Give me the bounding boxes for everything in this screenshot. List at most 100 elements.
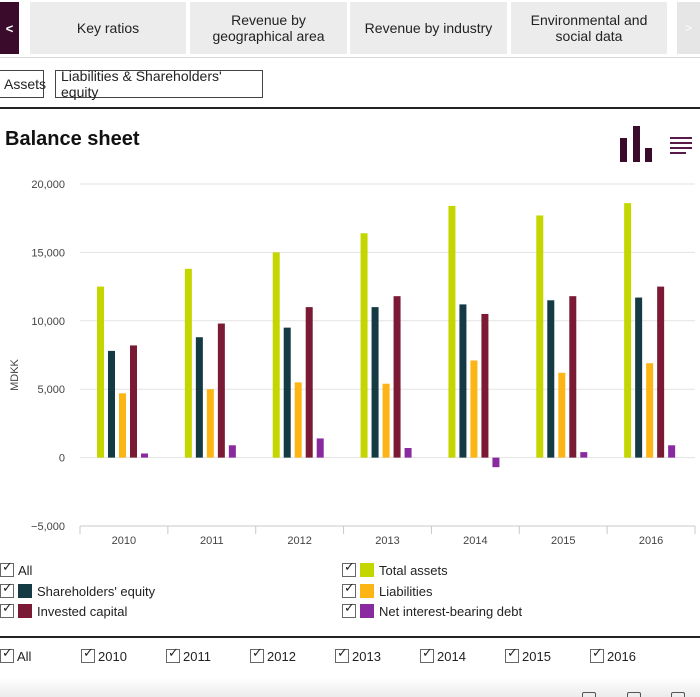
year-filter-all[interactable]: All bbox=[0, 646, 31, 666]
bar[interactable] bbox=[657, 286, 665, 458]
year-filter-item[interactable]: 2011 bbox=[166, 646, 211, 666]
bar[interactable] bbox=[217, 323, 225, 458]
tab-revenue-geographical[interactable]: Revenue by geographical area bbox=[190, 2, 347, 54]
window-icon bbox=[671, 692, 685, 697]
bar[interactable] bbox=[206, 389, 214, 458]
legend-checkbox[interactable] bbox=[0, 581, 14, 598]
year-checkbox[interactable] bbox=[335, 646, 349, 663]
legend-checkbox[interactable] bbox=[342, 560, 356, 577]
x-tick-label: 2014 bbox=[463, 535, 487, 547]
subtab-liabilities-equity[interactable]: Liabilities & Shareholders' equity bbox=[55, 68, 263, 100]
y-tick-label: 15,000 bbox=[31, 247, 65, 259]
y-axis-label: MDKK bbox=[9, 358, 21, 390]
year-checkbox[interactable] bbox=[81, 646, 95, 663]
year-filter-item[interactable]: 2014 bbox=[420, 646, 466, 666]
legend-item[interactable]: Shareholders' equity bbox=[0, 581, 155, 601]
window-icon bbox=[627, 692, 641, 697]
y-tick-label: 5,000 bbox=[37, 384, 65, 396]
bar[interactable] bbox=[481, 313, 489, 458]
legend-checkbox[interactable] bbox=[342, 581, 356, 598]
legend-item[interactable]: Liabilities bbox=[342, 581, 432, 601]
next-tab-button[interactable]: > bbox=[677, 2, 700, 54]
window-icon bbox=[582, 692, 596, 697]
legend-item[interactable]: Invested capital bbox=[0, 601, 127, 621]
x-tick-label: 2016 bbox=[639, 535, 663, 547]
legend-swatch bbox=[18, 584, 32, 598]
tab-environmental-social[interactable]: Environmental and social data bbox=[511, 2, 667, 54]
hamburger-menu-icon[interactable] bbox=[670, 137, 692, 154]
x-tick-label: 2012 bbox=[287, 535, 311, 547]
bar[interactable] bbox=[448, 205, 456, 458]
legend-label: Total assets bbox=[379, 562, 448, 578]
legend-all[interactable]: All bbox=[0, 560, 32, 580]
tab-key-ratios[interactable]: Key ratios bbox=[30, 2, 186, 54]
legend-all-checkbox[interactable] bbox=[0, 560, 14, 577]
bar[interactable] bbox=[470, 360, 478, 458]
year-label: 2012 bbox=[267, 648, 296, 664]
bar[interactable] bbox=[141, 453, 148, 458]
legend-checkbox[interactable] bbox=[0, 601, 14, 618]
subtab-assets[interactable]: Assets bbox=[0, 70, 46, 98]
year-checkbox[interactable] bbox=[250, 646, 264, 663]
bar[interactable] bbox=[283, 327, 291, 458]
bar[interactable] bbox=[624, 203, 632, 458]
bar[interactable] bbox=[393, 296, 401, 458]
bar[interactable] bbox=[558, 372, 566, 458]
legend-item[interactable]: Net interest-bearing debt bbox=[342, 601, 522, 621]
year-checkbox[interactable] bbox=[590, 646, 604, 663]
bar[interactable] bbox=[360, 233, 368, 458]
bar[interactable] bbox=[195, 337, 203, 458]
year-checkbox[interactable] bbox=[505, 646, 519, 663]
bar[interactable] bbox=[382, 383, 390, 458]
year-checkbox[interactable] bbox=[420, 646, 434, 663]
legend-label: Liabilities bbox=[379, 583, 433, 599]
year-label: 2010 bbox=[98, 648, 127, 664]
year-label: 2011 bbox=[183, 648, 211, 664]
bar[interactable] bbox=[108, 350, 115, 458]
bar[interactable] bbox=[228, 445, 236, 458]
bar[interactable] bbox=[305, 307, 313, 458]
legend-all-label: All bbox=[18, 562, 33, 578]
year-filter-item[interactable]: 2016 bbox=[590, 646, 636, 666]
bar[interactable] bbox=[119, 393, 126, 458]
legend-label: Invested capital bbox=[37, 603, 128, 619]
bar[interactable] bbox=[536, 215, 544, 458]
year-filter-item[interactable]: 2015 bbox=[505, 646, 551, 666]
bar[interactable] bbox=[569, 296, 577, 458]
footer-shade bbox=[0, 678, 700, 697]
bar[interactable] bbox=[316, 438, 324, 458]
bar[interactable] bbox=[97, 286, 104, 458]
prev-tab-button[interactable]: < bbox=[0, 2, 19, 54]
tab-revenue-industry[interactable]: Revenue by industry bbox=[350, 2, 507, 54]
bar[interactable] bbox=[635, 297, 643, 458]
year-label: 2013 bbox=[352, 648, 381, 664]
bar[interactable] bbox=[130, 345, 137, 458]
year-label: 2016 bbox=[607, 648, 636, 664]
bar[interactable] bbox=[459, 304, 467, 458]
bar-chart-icon[interactable] bbox=[620, 126, 654, 162]
year-all-checkbox[interactable] bbox=[0, 646, 14, 663]
divider bbox=[0, 636, 700, 638]
legend-swatch bbox=[18, 604, 32, 618]
bar[interactable] bbox=[184, 268, 192, 458]
bar[interactable] bbox=[646, 363, 654, 458]
tab-bar: < Key ratios Revenue by geographical are… bbox=[0, 0, 700, 58]
bar[interactable] bbox=[547, 300, 555, 458]
legend-checkbox[interactable] bbox=[342, 601, 356, 618]
bar[interactable] bbox=[371, 307, 379, 458]
year-filter-item[interactable]: 2012 bbox=[250, 646, 296, 666]
legend-item[interactable]: Total assets bbox=[342, 560, 448, 580]
year-filter-item[interactable]: 2013 bbox=[335, 646, 381, 666]
bar[interactable] bbox=[668, 445, 676, 458]
year-filter-item[interactable]: 2010 bbox=[81, 646, 127, 666]
bar[interactable] bbox=[272, 252, 280, 458]
y-tick-label: 0 bbox=[59, 453, 65, 465]
year-checkbox[interactable] bbox=[166, 646, 180, 663]
bar[interactable] bbox=[404, 448, 412, 458]
x-tick-label: 2011 bbox=[200, 535, 224, 547]
bar[interactable] bbox=[492, 457, 500, 468]
bar[interactable] bbox=[294, 382, 302, 458]
bar[interactable] bbox=[580, 452, 588, 458]
divider bbox=[0, 107, 700, 109]
balance-sheet-chart: 20,000 15,000 10,000 5,000 0 −5,000 2010 2011 2… bbox=[9, 179, 696, 547]
